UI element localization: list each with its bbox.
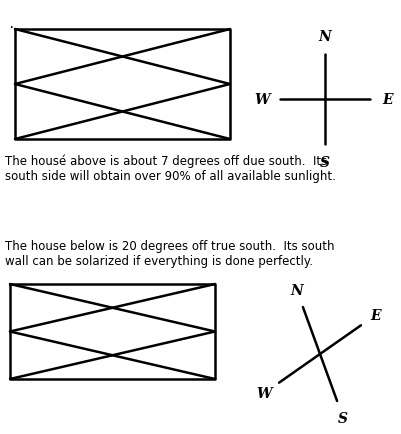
Text: E: E bbox=[383, 93, 393, 107]
Text: N: N bbox=[290, 283, 303, 297]
Text: The housé above is about 7 degrees off due south.  Its
south side will obtain o: The housé above is about 7 degrees off … bbox=[5, 155, 336, 183]
Text: W: W bbox=[254, 93, 270, 107]
Text: E: E bbox=[371, 308, 381, 322]
Text: W: W bbox=[257, 386, 272, 400]
Text: S: S bbox=[338, 411, 348, 425]
Text: N: N bbox=[319, 30, 331, 44]
Text: S: S bbox=[320, 156, 330, 170]
Text: .: . bbox=[8, 18, 16, 31]
Text: The house below is 20 degrees off true south.  Its south
wall can be solarized i: The house below is 20 degrees off true s… bbox=[5, 240, 334, 267]
